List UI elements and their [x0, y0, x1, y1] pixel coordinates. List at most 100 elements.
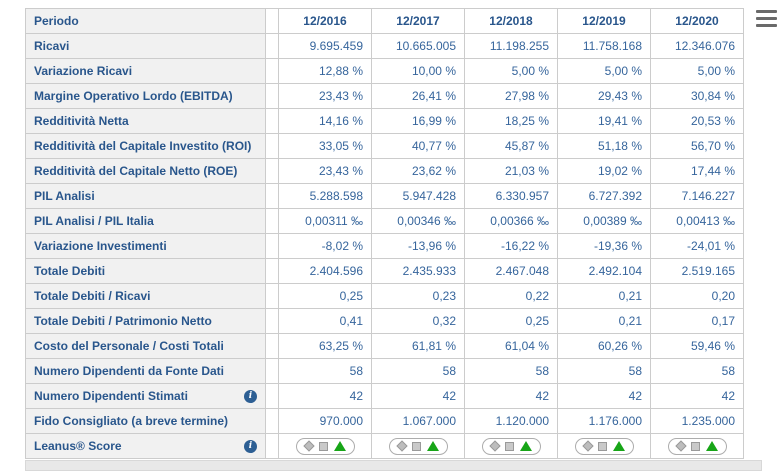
leanus-score-indicator[interactable]	[295, 437, 355, 455]
value-cell: 0,00311 ‰	[278, 208, 372, 234]
row-label: Totale Debiti	[34, 264, 106, 278]
triangle-icon	[705, 441, 718, 451]
row-label: Redditività del Capitale Investito (ROI)	[34, 139, 252, 153]
row-label-cell: Fido Consigliato (a breve termine)	[25, 408, 266, 434]
row-label: Redditività del Capitale Netto (ROE)	[34, 164, 238, 178]
table-row: Redditività del Capitale Investito (ROI)…	[25, 133, 744, 159]
leanus-score-cell	[557, 433, 651, 459]
row-label-cell: Numero Dipendenti Stimati i	[25, 383, 266, 409]
leanus-score-cell	[278, 433, 372, 459]
value-cell: 10,00 %	[371, 58, 465, 84]
value-cell: 42	[650, 383, 744, 409]
table-row: Ricavi 9.695.459 10.665.005 11.198.255 11.75…	[25, 33, 744, 59]
year-column-header[interactable]: 12/2019	[557, 8, 651, 34]
value-cell: 0,22	[464, 283, 558, 309]
year-column-header[interactable]: 12/2020	[650, 8, 744, 34]
value-cell: 12,88 %	[278, 58, 372, 84]
column-gutter	[265, 383, 279, 409]
value-cell: -13,96 %	[371, 233, 465, 259]
value-cell: 61,04 %	[464, 333, 558, 359]
value-cell: 58	[464, 358, 558, 384]
value-cell: 0,17	[650, 308, 744, 334]
value-cell: 42	[278, 383, 372, 409]
table-footer-bar	[25, 460, 762, 471]
table-row: Redditività del Capitale Netto (ROE) 23,4…	[25, 158, 744, 184]
table-row: Numero Dipendenti Stimati i 42 42 42 42 42	[25, 383, 744, 409]
year-column-header[interactable]: 12/2017	[371, 8, 465, 34]
column-gutter	[265, 283, 279, 309]
row-label: Ricavi	[34, 39, 70, 53]
value-cell: 29,43 %	[557, 83, 651, 109]
value-cell: 5,00 %	[650, 58, 744, 84]
row-label: Totale Debiti / Ricavi	[34, 289, 151, 303]
period-column-header[interactable]: Periodo	[25, 8, 266, 34]
value-cell: 59,46 %	[650, 333, 744, 359]
leanus-score-indicator[interactable]	[574, 437, 634, 455]
table-row: Totale Debiti / Ricavi 0,25 0,23 0,22 0,21 0,…	[25, 283, 744, 309]
value-cell: 0,00346 ‰	[371, 208, 465, 234]
value-cell: 12.346.076	[650, 33, 744, 59]
row-label-cell: Redditività Netta	[25, 108, 266, 134]
value-cell: 23,62 %	[371, 158, 465, 184]
value-cell: 51,18 %	[557, 133, 651, 159]
square-icon	[690, 441, 700, 451]
row-label-cell: Costo del Personale / Costi Totali	[25, 333, 266, 359]
value-cell: 0,00389 ‰	[557, 208, 651, 234]
value-cell: 0,21	[557, 308, 651, 334]
column-gutter	[265, 133, 279, 159]
table-row: Numero Dipendenti da Fonte Dati 58 58 58 58 5…	[25, 358, 744, 384]
value-cell: 5,00 %	[464, 58, 558, 84]
column-gutter	[265, 358, 279, 384]
row-label: Margine Operativo Lordo (EBITDA)	[34, 89, 233, 103]
table-row: Leanus® Score i	[25, 433, 744, 459]
value-cell: 5.947.428	[371, 183, 465, 209]
value-cell: 2.404.596	[278, 258, 372, 284]
value-cell: 58	[650, 358, 744, 384]
column-gutter	[265, 433, 279, 459]
leanus-score-indicator[interactable]	[667, 437, 727, 455]
table-row: PIL Analisi 5.288.598 5.947.428 6.330.957 6.…	[25, 183, 744, 209]
hamburger-menu-icon[interactable]	[756, 10, 777, 27]
row-label: Numero Dipendenti da Fonte Dati	[34, 364, 225, 378]
year-column-header[interactable]: 12/2018	[464, 8, 558, 34]
menu-bar	[756, 16, 777, 21]
row-label-cell: Leanus® Score i	[25, 433, 266, 459]
value-cell: 58	[371, 358, 465, 384]
value-cell: 2.435.933	[371, 258, 465, 284]
leanus-score-cell	[464, 433, 558, 459]
value-cell: 42	[371, 383, 465, 409]
value-cell: 11.758.168	[557, 33, 651, 59]
diamond-icon	[581, 440, 594, 452]
year-column-header[interactable]: 12/2016	[278, 8, 372, 34]
row-label-cell: Variazione Investimenti	[25, 233, 266, 259]
leanus-score-indicator[interactable]	[388, 437, 448, 455]
value-cell: 0,32	[371, 308, 465, 334]
value-cell: 5,00 %	[557, 58, 651, 84]
value-cell: 61,81 %	[371, 333, 465, 359]
info-icon[interactable]: i	[244, 439, 257, 453]
value-cell: 2.519.165	[650, 258, 744, 284]
row-label: Variazione Ricavi	[34, 64, 133, 78]
value-cell: 42	[557, 383, 651, 409]
value-cell: 11.198.255	[464, 33, 558, 59]
square-icon	[597, 441, 607, 451]
row-label-cell: Variazione Ricavi	[25, 58, 266, 84]
table-row: Totale Debiti / Patrimonio Netto 0,41 0,32…	[25, 308, 744, 334]
financial-indicators-grid: Periodo 12/2016 12/2017 12/2018 12/2019 12/2…	[25, 8, 762, 471]
value-cell: 2.492.104	[557, 258, 651, 284]
row-label: Fido Consigliato (a breve termine)	[34, 414, 229, 428]
column-gutter	[265, 108, 279, 134]
info-icon[interactable]: i	[244, 389, 257, 403]
value-cell: 0,00413 ‰	[650, 208, 744, 234]
value-cell: 1.067.000	[371, 408, 465, 434]
menu-bar	[756, 10, 777, 14]
row-label: Totale Debiti / Patrimonio Netto	[34, 314, 212, 328]
triangle-icon	[612, 441, 625, 451]
leanus-score-indicator[interactable]	[481, 437, 541, 455]
table-row: PIL Analisi / PIL Italia 0,00311 ‰ 0,00346…	[25, 208, 744, 234]
row-label: Redditività Netta	[34, 114, 129, 128]
value-cell: 970.000	[278, 408, 372, 434]
column-gutter	[265, 233, 279, 259]
value-cell: -19,36 %	[557, 233, 651, 259]
table-row: Variazione Ricavi 12,88 % 10,00 % 5,00 % 5,0…	[25, 58, 744, 84]
